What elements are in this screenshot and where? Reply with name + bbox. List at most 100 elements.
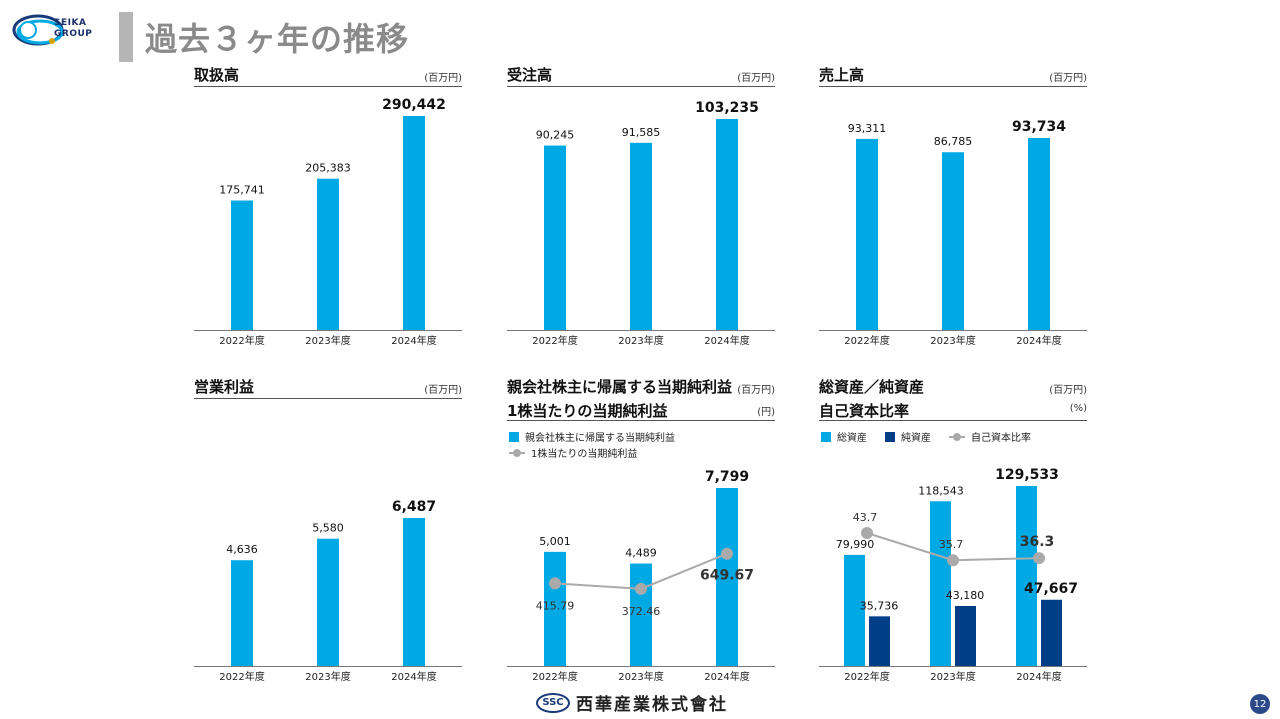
- data-label: 5,001: [539, 535, 571, 548]
- bar: [716, 119, 738, 330]
- legend-line-label: 1株当たりの当期純利益: [531, 449, 638, 460]
- bar: [1028, 138, 1050, 330]
- title-rule: [507, 420, 775, 421]
- x-tick-label: 2022年度: [532, 334, 577, 347]
- x-tick-label: 2024年度: [704, 334, 749, 347]
- bar: [317, 538, 339, 666]
- legend-line: 1株当たりの当期純利益: [509, 445, 637, 460]
- data-label: 4,489: [625, 547, 657, 560]
- x-tick-label: 2023年度: [930, 334, 975, 347]
- data-label: 90,245: [536, 129, 575, 142]
- title-rule: [194, 86, 462, 87]
- bar: [716, 488, 738, 666]
- bar: [630, 142, 652, 330]
- bar: [403, 518, 425, 666]
- data-label: 93,311: [848, 122, 887, 135]
- bar: [317, 178, 339, 330]
- data-label-net: 43,180: [946, 589, 985, 602]
- page-number: 12: [1250, 694, 1270, 714]
- panel-operating: 営業利益 (百万円) 2022年度 2023年度 2024年度 4,636 5,580 6…: [194, 376, 462, 686]
- unit-label: (百万円): [1049, 73, 1087, 84]
- company-name: 西華産業株式會社: [576, 695, 728, 715]
- title-rule: [819, 86, 1087, 87]
- sales-chart: 2022年度 2023年度 2024年度 93,311 86,785 93,734: [819, 119, 1087, 347]
- bar-total: [930, 501, 951, 666]
- data-label: 103,235: [695, 100, 759, 116]
- legend-bar: 親会社株主に帰属する当期純利益: [509, 429, 675, 444]
- panel-title: 取扱高: [194, 66, 240, 84]
- unit-label: (百万円): [424, 73, 462, 84]
- logo-swoosh-icon: [12, 14, 64, 46]
- eps-label: 372.46: [622, 605, 661, 618]
- data-label: 4,636: [226, 543, 258, 556]
- data-label: 93,734: [1012, 119, 1066, 135]
- bar: [942, 152, 964, 330]
- bar-net: [869, 616, 890, 666]
- logo-line1: SEIKA: [54, 18, 87, 28]
- bar-total: [1016, 486, 1037, 666]
- x-tick-label: 2023年度: [930, 670, 975, 683]
- title-accent-bar: [119, 12, 133, 62]
- page-title: 過去３ヶ年の推移: [145, 20, 410, 58]
- x-tick-label: 2022年度: [219, 334, 264, 347]
- ratio-point: [861, 527, 873, 539]
- data-label: 6,487: [392, 499, 436, 515]
- net-income-chart: 2022年度 2023年度 2024年度 5,001 4,489 7,799 415.79 3…: [507, 469, 775, 683]
- x-tick-label: 2024年度: [1016, 670, 1061, 683]
- bar-total: [844, 554, 865, 666]
- panel-handling: 取扱高 (百万円) 2022年度 2023年度 2024年度 175,741 205,3…: [194, 64, 462, 354]
- panel-orders: 受注高 (百万円) 2022年度 2023年度 2024年度 90,245 91,585…: [507, 64, 775, 354]
- data-label: 5,580: [312, 522, 344, 535]
- unit-label-1: (百万円): [1049, 385, 1087, 396]
- panel-title-1: 総資産／純資産: [819, 378, 925, 396]
- x-tick-label: 2024年度: [391, 334, 436, 347]
- x-tick-label: 2023年度: [305, 334, 350, 347]
- data-label: 175,741: [219, 184, 265, 197]
- legend-total-label: 総資産: [837, 433, 867, 444]
- eps-label: 649.67: [700, 568, 754, 584]
- seika-group-logo: SEIKA GROUP: [10, 8, 110, 54]
- legend: 総資産 純資産 自己資本比率: [821, 429, 1031, 444]
- x-tick-label: 2022年度: [532, 670, 577, 683]
- ratio-point: [947, 554, 959, 567]
- bar: [856, 138, 878, 330]
- ratio-label: 43.7: [853, 511, 878, 524]
- panel-title: 営業利益: [194, 378, 255, 396]
- bar: [231, 200, 253, 330]
- handling-chart: 2022年度 2023年度 2024年度 175,741 205,383 290,442: [194, 97, 462, 347]
- data-label: 7,799: [705, 469, 749, 485]
- eps-point: [635, 582, 647, 595]
- data-label: 86,785: [934, 135, 973, 148]
- legend-bar-label: 親会社株主に帰属する当期純利益: [525, 433, 675, 444]
- legend-ratio-label: 自己資本比率: [971, 433, 1031, 444]
- operating-chart: 2022年度 2023年度 2024年度 4,636 5,580 6,487: [194, 499, 462, 683]
- title-rule: [819, 420, 1087, 421]
- bar: [403, 116, 425, 330]
- orders-chart: 2022年度 2023年度 2024年度 90,245 91,585 103,235: [507, 100, 775, 347]
- x-tick-label: 2023年度: [618, 670, 663, 683]
- footer-company-logo: SSC 西華産業株式會社: [536, 690, 728, 715]
- data-label: 91,585: [622, 126, 661, 139]
- x-tick-label: 2024年度: [391, 670, 436, 683]
- x-tick-label: 2022年度: [219, 670, 264, 683]
- title-rule: [507, 86, 775, 87]
- unit-label: (百万円): [424, 385, 462, 396]
- bar: [231, 560, 253, 666]
- panel-sales: 売上高 (百万円) 2022年度 2023年度 2024年度 93,311 86,785…: [819, 64, 1087, 354]
- legend-line-marker: [509, 448, 525, 458]
- panel-title-2: 自己資本比率: [819, 402, 910, 420]
- bar-net: [955, 605, 976, 666]
- x-tick-label: 2022年度: [844, 670, 889, 683]
- panel-net-income: 親会社株主に帰属する当期純利益 1株当たりの当期純利益 (百万円) (円) 親会…: [507, 376, 775, 686]
- panel-title-2: 1株当たりの当期純利益: [507, 402, 668, 420]
- data-label-net: 35,736: [860, 599, 899, 612]
- legend-net-label: 純資産: [901, 433, 931, 444]
- data-label-net: 47,667: [1024, 581, 1078, 597]
- ratio-point: [1033, 552, 1045, 565]
- legend-swatch-net: [885, 431, 895, 442]
- bar-net: [1041, 599, 1062, 666]
- panel-title: 売上高: [819, 66, 865, 84]
- panel-assets: 総資産／純資産 自己資本比率 (百万円) (%) 総資産 純資産 自己資本比率 …: [819, 376, 1087, 686]
- ssc-mark: SSC: [536, 692, 570, 713]
- eps-label: 415.79: [536, 599, 575, 612]
